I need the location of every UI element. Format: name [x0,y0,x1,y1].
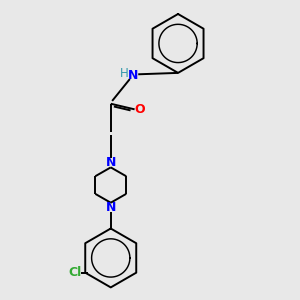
Text: H: H [120,67,129,80]
Text: N: N [128,69,138,82]
Text: N: N [106,201,116,214]
Text: O: O [135,103,146,116]
Text: Cl: Cl [68,266,81,279]
Text: N: N [106,156,116,169]
